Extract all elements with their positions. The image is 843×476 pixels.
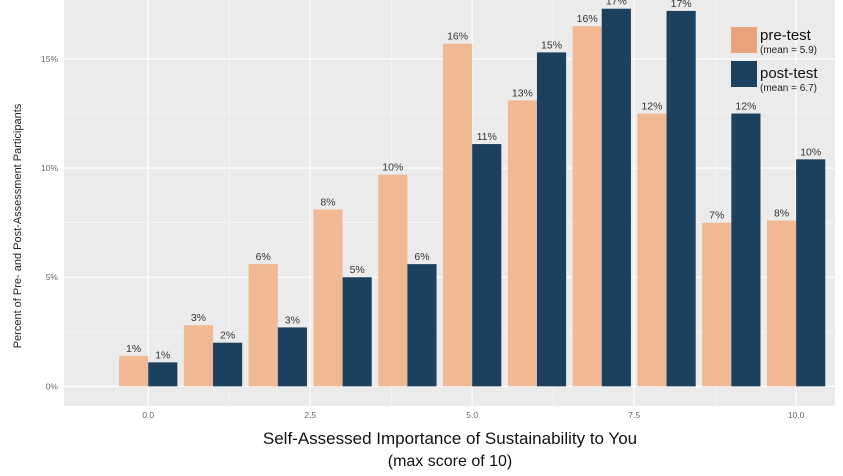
bar-post-test-6	[536, 52, 567, 387]
legend-sublabel-pre-test: (mean = 5.9)	[760, 45, 817, 56]
x-tick-label: 2.5	[304, 410, 316, 420]
x-tick-label: 10.0	[788, 410, 805, 420]
bar-post-test-4	[407, 264, 437, 387]
legend: pre-test (mean = 5.9) post-test (mean = …	[731, 27, 818, 94]
data-label-pre-test-8: 12%	[641, 101, 662, 113]
bars	[119, 8, 826, 387]
data-label-post-test-10: 10%	[800, 146, 821, 158]
data-label-pre-test-1: 3%	[191, 312, 206, 324]
data-label-pre-test-2: 6%	[256, 251, 271, 263]
bar-post-test-8	[666, 10, 696, 387]
bar-pre-test-7	[572, 26, 602, 387]
bar-post-test-5	[472, 144, 502, 387]
y-tick-label: 10%	[41, 163, 58, 173]
bar-labels: 1% 1% 3% 2% 6% 3% 8% 5% 10% 6% 16% 11% 13% 15% 16% 17% 1…	[126, 0, 821, 361]
bar-post-test-9	[731, 113, 761, 387]
data-label-pre-test-4: 10%	[382, 162, 403, 174]
data-label-pre-test-10: 8%	[774, 207, 789, 219]
x-axis-label-line2: (max score of 10)	[388, 453, 512, 470]
data-label-pre-test-0: 1%	[126, 343, 141, 355]
legend-sublabel-post-test: (mean = 6.7)	[760, 83, 817, 94]
bar-post-test-10	[796, 159, 826, 387]
bar-post-test-0	[148, 362, 178, 387]
data-label-pre-test-3: 8%	[320, 197, 335, 209]
data-label-post-test-4: 6%	[414, 251, 429, 263]
bar-pre-test-9	[702, 222, 732, 387]
x-tick-label: 5.0	[466, 410, 478, 420]
data-label-post-test-7: 17%	[606, 0, 627, 8]
data-label-post-test-9: 12%	[735, 101, 756, 113]
legend-swatch-post-test	[731, 61, 757, 87]
data-label-pre-test-6: 13%	[512, 87, 533, 99]
data-label-post-test-0: 1%	[155, 349, 170, 361]
bar-pre-test-8	[637, 113, 667, 387]
legend-label-post-test: post-test	[760, 65, 818, 82]
data-label-pre-test-9: 7%	[709, 210, 724, 222]
data-label-post-test-5: 11%	[477, 131, 497, 143]
bar-pre-test-5	[443, 43, 473, 387]
bar-pre-test-4	[378, 174, 408, 387]
bar-post-test-7	[601, 8, 631, 387]
bar-post-test-2	[277, 327, 307, 387]
x-axis-label-line1: Self-Assessed Importance of Sustainabili…	[263, 429, 637, 448]
bar-pre-test-0	[119, 355, 149, 387]
y-tick-label: 5%	[46, 272, 59, 282]
y-tick-label: 15%	[41, 54, 58, 64]
bar-post-test-1	[213, 342, 243, 387]
legend-swatch-pre-test	[731, 27, 757, 53]
y-axis-label: Percent of Pre- and Post-Assessment Part…	[12, 103, 24, 348]
data-label-post-test-6: 15%	[541, 39, 562, 51]
legend-label-pre-test: pre-test	[760, 27, 812, 44]
bar-pre-test-10	[766, 220, 797, 387]
x-tick-label: 7.5	[628, 410, 640, 420]
data-label-pre-test-5: 16%	[447, 31, 468, 43]
y-axis-ticks: 0% 5% 10% 15%	[41, 54, 58, 391]
data-label-post-test-3: 5%	[350, 264, 365, 276]
bar-pre-test-2	[248, 264, 278, 387]
bar-pre-test-3	[313, 209, 343, 387]
data-label-post-test-8: 17%	[671, 0, 692, 10]
y-tick-label: 0%	[46, 381, 59, 391]
data-label-post-test-1: 2%	[220, 330, 235, 342]
data-label-pre-test-7: 16%	[577, 13, 598, 25]
bar-pre-test-1	[183, 325, 214, 387]
bar-pre-test-6	[507, 100, 537, 387]
data-label-post-test-2: 3%	[285, 314, 300, 326]
x-axis-ticks: 0.0 2.5 5.0 7.5 10.0	[142, 410, 804, 420]
bar-post-test-3	[342, 277, 372, 387]
x-tick-label: 0.0	[142, 410, 154, 420]
